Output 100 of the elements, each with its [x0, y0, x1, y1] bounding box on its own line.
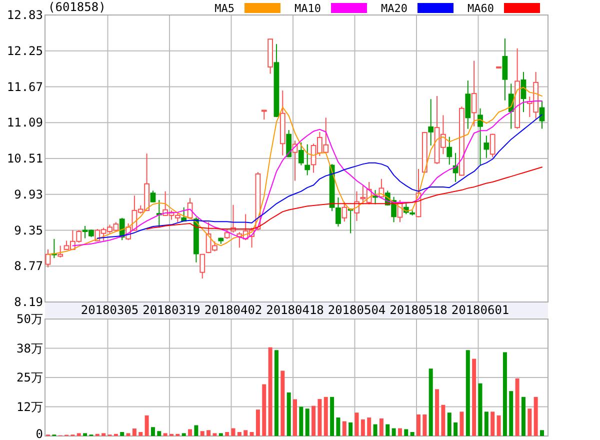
bar: [237, 432, 242, 436]
x-tick-label: 20180518: [390, 303, 448, 317]
y-tick-label: 8.77: [14, 259, 43, 274]
bar: [404, 429, 408, 436]
bar: [379, 418, 384, 436]
bar: [447, 412, 452, 436]
x-tick-label: 20180402: [204, 303, 262, 317]
bar: [299, 406, 304, 436]
bar: [521, 396, 526, 436]
bar: [435, 389, 440, 436]
candlestick: [446, 136, 452, 166]
bar: [200, 431, 204, 436]
bar: [454, 422, 458, 436]
bar: [416, 414, 420, 436]
legend-label: MA20: [381, 2, 408, 15]
candlestick: [224, 229, 230, 240]
bar: [138, 432, 143, 436]
candlestick: [428, 98, 434, 146]
bar: [534, 396, 538, 436]
y-tick-label: 50万: [16, 312, 43, 326]
bar: [120, 432, 124, 436]
bar: [194, 425, 198, 436]
y-tick-label: 9.35: [14, 223, 43, 238]
bar: [422, 414, 427, 436]
bar: [218, 433, 223, 436]
bar: [515, 378, 520, 436]
y-tick-label: 8.19: [14, 295, 43, 309]
y-tick-label: 0: [36, 427, 43, 440]
bar: [324, 396, 328, 436]
bar: [540, 430, 544, 436]
candlestick: [465, 80, 471, 130]
y-tick-label: 9.93: [14, 187, 43, 202]
bar: [280, 370, 285, 436]
candlestick: [45, 248, 51, 268]
bar: [206, 430, 211, 436]
candlestick: [298, 142, 304, 166]
legend-label: MA10: [294, 2, 321, 15]
legend-label: MA60: [468, 2, 494, 15]
x-tick-label: 20180305: [80, 303, 139, 317]
bar: [386, 424, 390, 436]
bar: [509, 391, 514, 436]
bar: [231, 428, 236, 436]
bar: [360, 419, 365, 436]
chart-title: (601858): [48, 0, 106, 14]
y-tick-label: 25万: [16, 370, 43, 384]
bar: [182, 433, 186, 436]
bar: [225, 432, 230, 436]
bar: [150, 427, 155, 436]
bar: [528, 408, 532, 436]
legend-label: MA5: [214, 2, 234, 15]
bar: [348, 422, 353, 436]
bar: [330, 396, 334, 436]
bar: [336, 418, 340, 436]
x-tick-label: 20180319: [142, 303, 200, 317]
y-tick-label: 12.25: [6, 44, 43, 58]
bar: [274, 350, 278, 436]
bar: [293, 399, 297, 436]
candlestick: [286, 130, 292, 158]
bar: [262, 384, 266, 436]
bar: [367, 418, 372, 436]
candlestick: [261, 110, 267, 120]
candlestick: [304, 144, 310, 176]
bar: [428, 368, 433, 436]
bar: [250, 432, 254, 436]
candlestick: [200, 254, 206, 279]
bar: [490, 412, 495, 436]
bar: [466, 350, 470, 436]
bar: [188, 429, 192, 436]
bar: [268, 347, 272, 436]
bar: [132, 428, 136, 436]
candlestick: [490, 133, 496, 158]
bar: [460, 412, 464, 436]
bar: [126, 433, 130, 436]
bar: [76, 433, 81, 436]
bar: [392, 428, 396, 436]
candlestick: [484, 135, 490, 158]
candlestick: [471, 60, 477, 127]
bar: [163, 433, 168, 436]
bar: [410, 432, 414, 436]
bar: [212, 433, 217, 436]
bar: [441, 404, 446, 436]
bar: [342, 421, 346, 436]
candlestick: [502, 38, 508, 101]
bar: [286, 392, 291, 436]
candlestick: [478, 108, 483, 166]
bar: [502, 352, 507, 436]
candlestick: [150, 190, 156, 203]
y-tick-label: 12.83: [6, 8, 43, 22]
x-tick-label: 20180504: [328, 303, 386, 317]
y-tick-label: 12万: [16, 400, 43, 414]
bar: [373, 424, 378, 436]
bar: [144, 415, 149, 436]
y-tick-label: 11.09: [6, 116, 43, 130]
x-tick-label: 20180418: [266, 303, 324, 317]
bar: [312, 406, 316, 436]
bar: [354, 412, 359, 436]
bar: [318, 399, 322, 436]
bar: [496, 415, 501, 436]
y-tick-label: 38万: [16, 341, 43, 356]
x-tick-label: 20180601: [451, 303, 510, 317]
